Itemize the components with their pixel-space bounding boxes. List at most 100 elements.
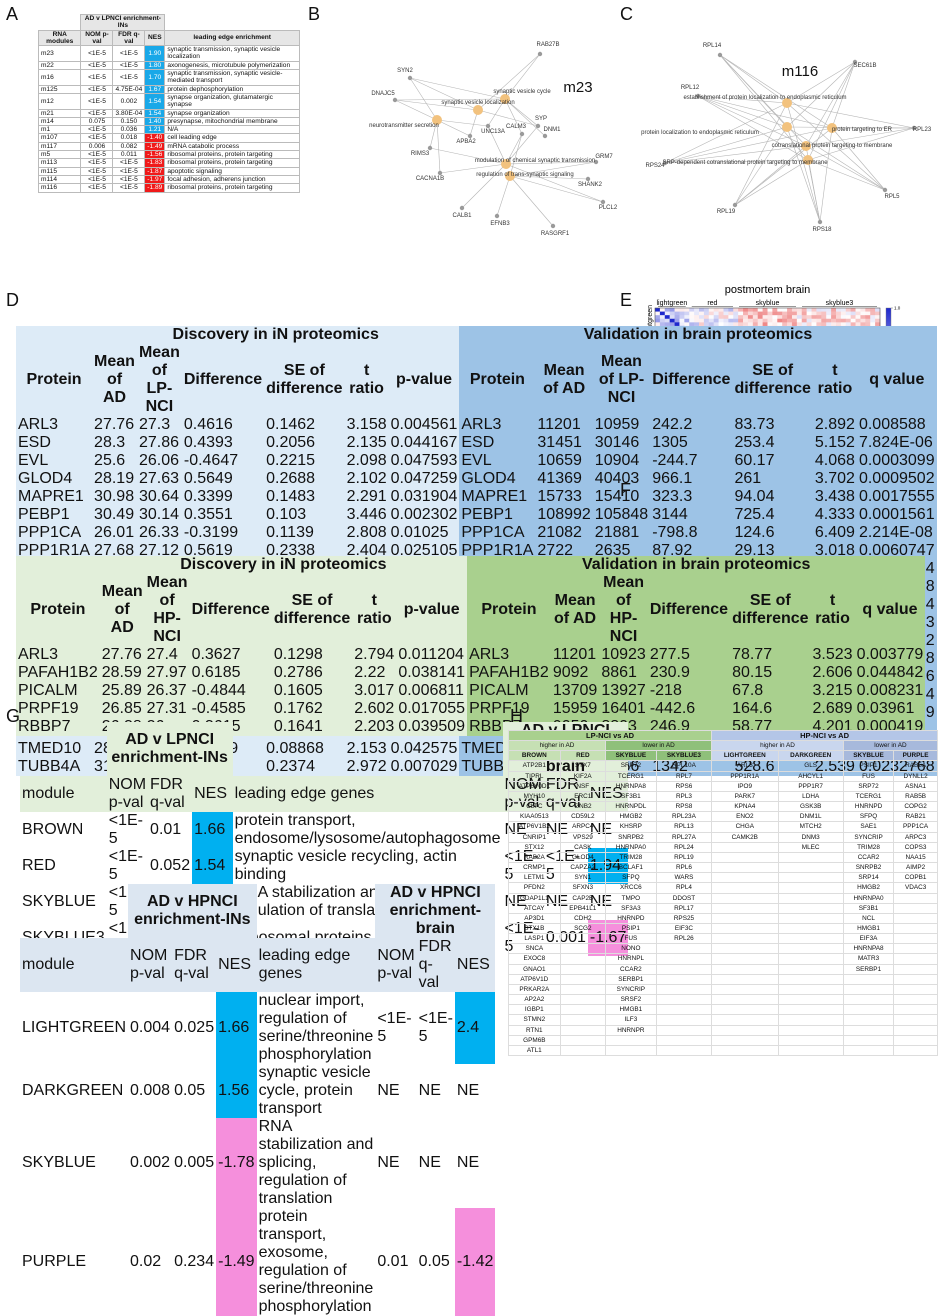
heatmap-cell — [675, 308, 680, 312]
heatmap-cell — [865, 312, 870, 316]
cell: 0.3399 — [182, 488, 264, 506]
heatmap-cell — [802, 319, 807, 323]
cell: 0.4393 — [182, 434, 264, 452]
heatmap-cell — [812, 315, 817, 319]
cell: 164.6 — [730, 700, 810, 718]
cell: 8861 — [599, 664, 648, 682]
cell: 10959 — [593, 416, 650, 434]
heatmap-cell — [792, 308, 797, 312]
heatmap-cell — [860, 315, 865, 319]
heatmap-cell — [748, 315, 753, 319]
cell: 1.90 — [145, 46, 165, 62]
cell: -218 — [648, 682, 730, 700]
heatmap-cell — [748, 308, 753, 312]
cell: PEBP1 — [459, 506, 535, 524]
heatmap-cell — [836, 315, 841, 319]
cell: 2.102 — [345, 470, 389, 488]
cell: 27.76 — [100, 646, 145, 664]
cell: m14 — [39, 117, 81, 125]
heatmap-cell — [763, 319, 768, 323]
heatmap-cell — [851, 312, 856, 316]
heatmap-cell — [733, 315, 738, 319]
heatmap-cell — [733, 308, 738, 312]
node-label: SRP-dependent cotranslational protein ta… — [662, 160, 828, 166]
heatmap-cell — [665, 315, 670, 319]
heatmap-cell — [753, 308, 758, 312]
heatmap-cell — [768, 308, 773, 312]
column-header: p-value — [389, 344, 460, 416]
heatmap-cell — [792, 315, 797, 319]
node-label: UNC13A — [481, 129, 505, 135]
node-label: EFNB3 — [490, 221, 510, 227]
heatmap-cell — [836, 319, 841, 323]
column-header: Mean of AD — [535, 344, 592, 416]
heatmap-cell — [670, 312, 675, 316]
cell: 261 — [732, 470, 812, 488]
cell: 0.008588 — [857, 416, 937, 434]
gene-node — [551, 224, 555, 228]
cell: <1E-5 — [113, 70, 145, 86]
heatmap-cell — [777, 319, 782, 323]
column-header: FDR q-val — [113, 30, 145, 46]
cell: m125 — [39, 85, 81, 93]
heatmap-cell — [856, 308, 861, 312]
heatmap-cell — [777, 312, 782, 316]
cell: m22 — [39, 61, 81, 69]
cell: 27.63 — [137, 470, 182, 488]
heatmap-cell — [743, 312, 748, 316]
cell: 26.06 — [137, 452, 182, 470]
heatmap-cell — [846, 312, 851, 316]
heatmap-cell — [723, 315, 728, 319]
gene-node — [586, 177, 590, 181]
heatmap-cell — [797, 312, 802, 316]
cell: 15733 — [535, 488, 592, 506]
cell: 1.21 — [145, 126, 165, 134]
cell: 0.017055 — [396, 700, 467, 718]
cell: ARL3 — [16, 416, 92, 434]
cell: 28.19 — [92, 470, 137, 488]
cell: GLOD4 — [459, 470, 535, 488]
cell: PRPF19 — [16, 700, 100, 718]
heatmap-title: postmortem brain — [725, 284, 811, 296]
heatmap-cell — [733, 319, 738, 323]
column-header: SE of difference — [272, 574, 352, 646]
cell: m21 — [39, 109, 81, 117]
cell: RED — [20, 848, 107, 884]
node-label: SYP — [535, 116, 547, 122]
heatmap-cell — [812, 319, 817, 323]
heatmap-cell — [660, 315, 665, 319]
cell: PRPF19 — [467, 700, 551, 718]
heatmap-cell — [797, 308, 802, 312]
heatmap-cell — [812, 312, 817, 316]
edge — [806, 146, 885, 190]
cell: MAPRE1 — [459, 488, 535, 506]
cell: m114 — [39, 175, 81, 183]
cell: 0.0003099 — [857, 452, 937, 470]
heatmap-cell — [782, 315, 787, 319]
node-label: synaptic vesicle cycle — [493, 89, 551, 95]
heatmap-cell — [856, 319, 861, 323]
node-label: APBA2 — [456, 139, 476, 145]
cell: 0.002 — [113, 93, 145, 109]
heatmap-cell — [821, 308, 826, 312]
cell: 4.333 — [813, 506, 857, 524]
cell: apoptotic signaling — [165, 167, 300, 175]
cell — [39, 15, 81, 31]
edge — [787, 127, 885, 190]
heatmap-cell — [772, 308, 777, 312]
cell: 3.158 — [345, 416, 389, 434]
column-header: Difference — [190, 574, 272, 646]
cell: 0.2786 — [272, 664, 352, 682]
cell: 26.85 — [100, 700, 145, 718]
cell: 27.76 — [92, 416, 137, 434]
heatmap-cell — [875, 308, 880, 312]
heatmap-cell — [719, 308, 724, 312]
heatmap-cell — [665, 319, 670, 323]
cell: -1.40 — [145, 134, 165, 142]
node-label: regulation of trans-synaptic signaling — [476, 172, 573, 178]
cell: 0.01 — [148, 812, 192, 848]
